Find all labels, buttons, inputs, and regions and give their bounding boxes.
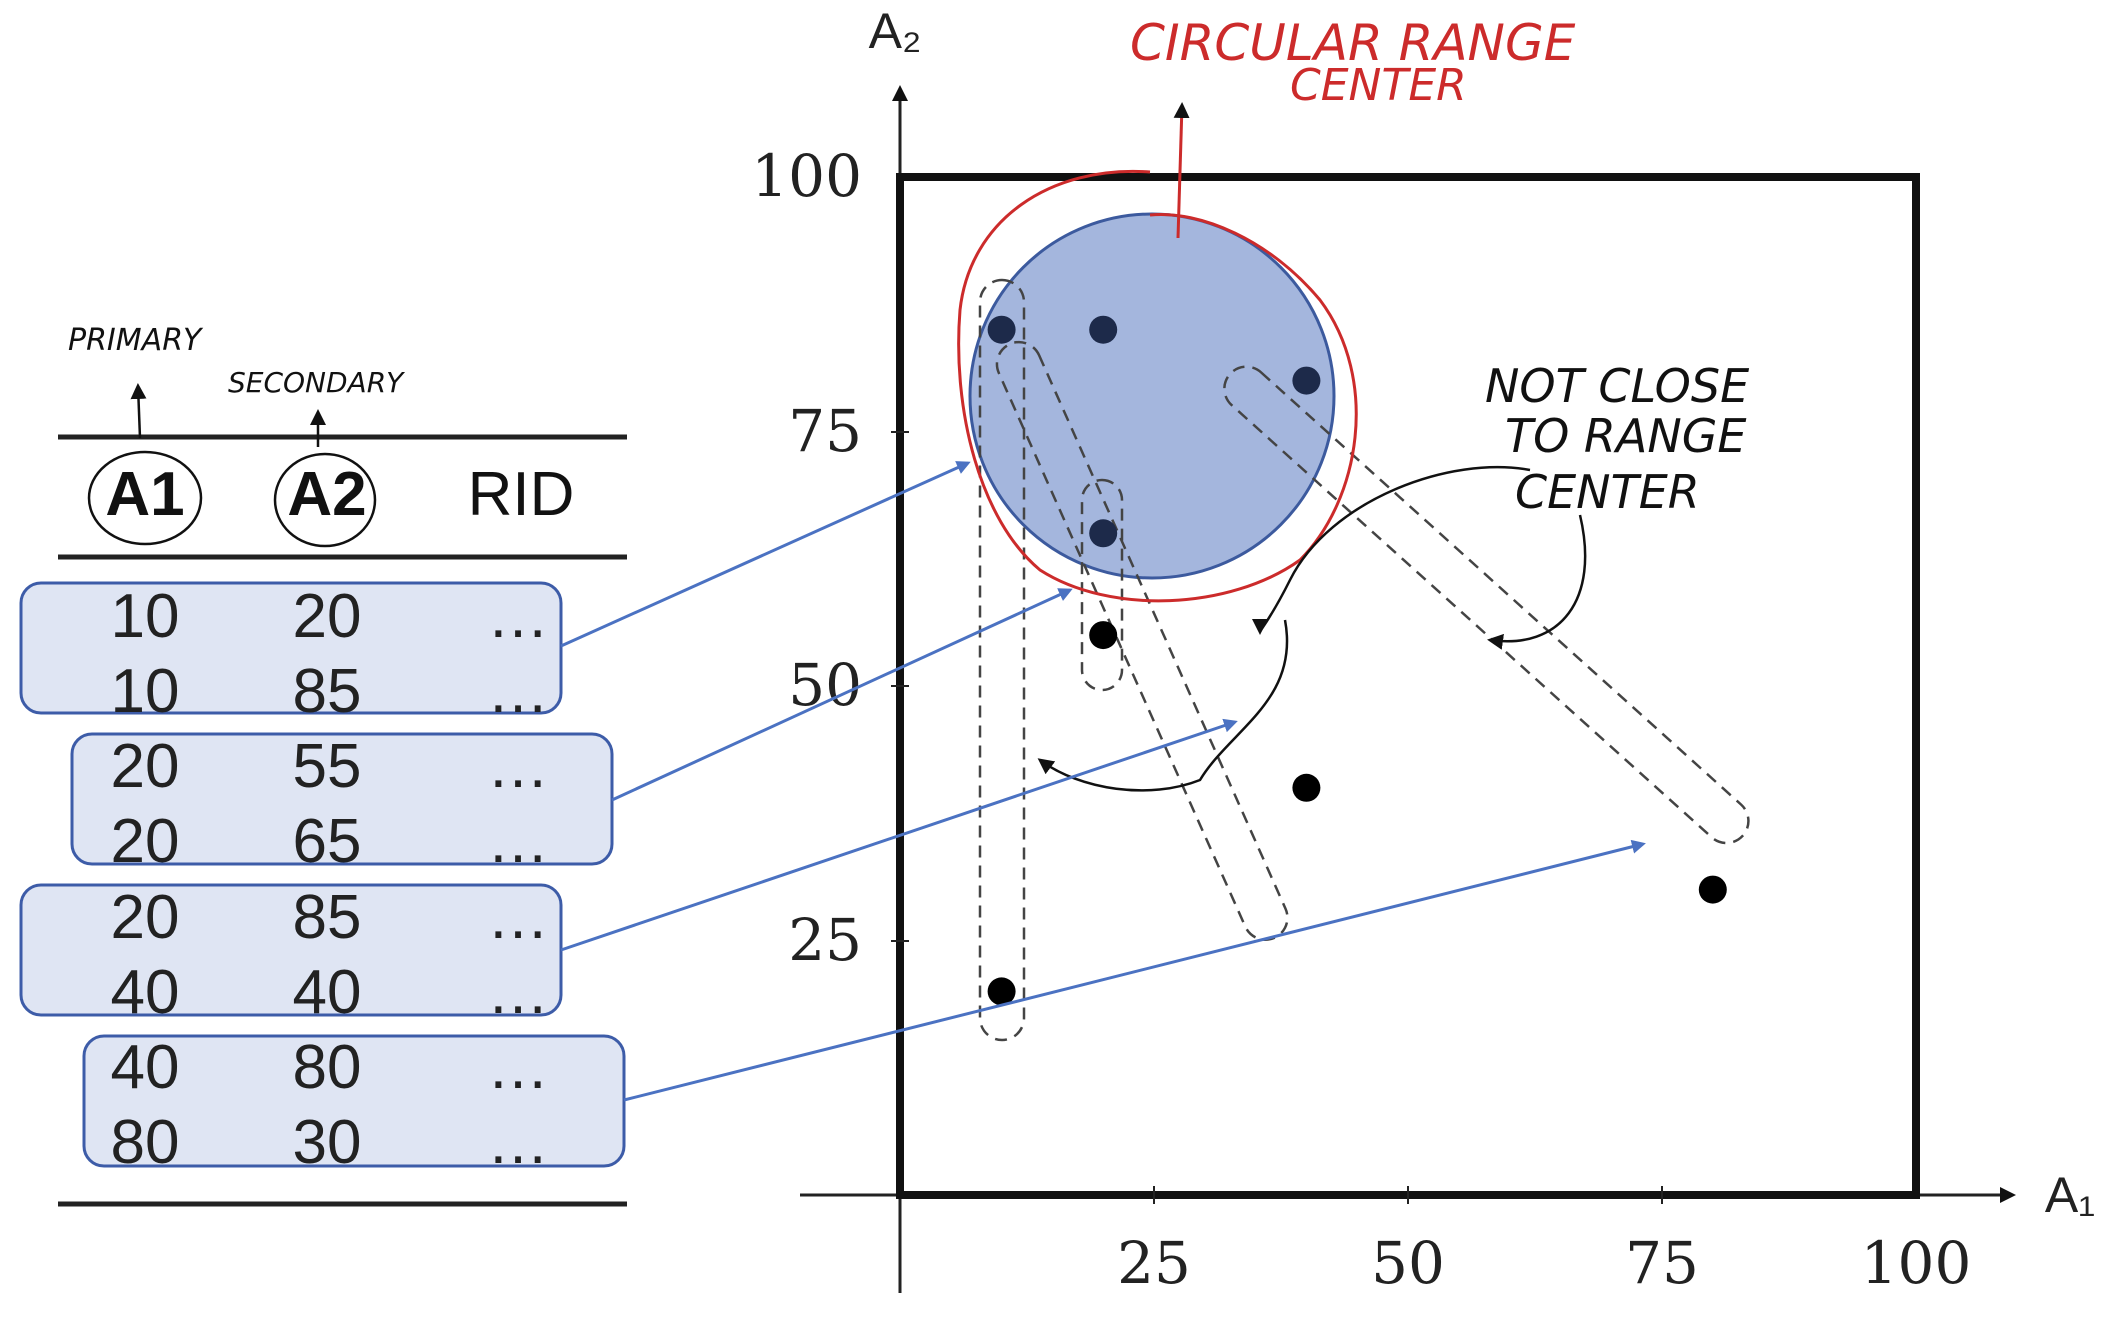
spatial-plot: A₂ A₁ 25 50 75 100 25 50 75 100 [751,3,2095,1297]
leaf-region-diagonal-2 [1223,365,1750,845]
table-cell: 55 [293,732,362,801]
group-4-arrow [623,839,1646,1102]
column-header-a1: A1 [105,460,184,529]
table-cell: 85 [293,883,362,952]
table-cell: 40 [111,1033,180,1102]
table-cell: … [487,958,549,1027]
leaf-region-a1-10 [978,278,1026,1042]
circular-center-label: CENTER [1290,60,1467,111]
data-points [987,315,1727,1006]
x-tick-label: 50 [1371,1229,1445,1297]
y-axis-label: A₂ [869,3,922,59]
table-cell: 20 [111,732,180,801]
not-close-arrow-1 [1252,465,1531,635]
column-header-rid: RID [468,460,575,529]
column-header-a2: A2 [287,460,366,529]
circle-center-annotation: CIRCULAR RANGE CENTER [957,14,1576,603]
table-cell: 10 [111,657,180,726]
primary-key-circle [87,450,203,546]
leaf-region-a1-20 [1080,478,1124,692]
red-scribble-circle [957,169,1358,603]
not-close-annotation: NOT CLOSE TO RANGE CENTER [1037,359,1749,792]
group-pointer-arrows [560,461,1646,1102]
leaf-group-box-1 [19,581,563,715]
red-annotation-arrow [1173,102,1190,239]
not-close-line-2: TO RANGE [1505,409,1746,463]
x-tick-label: 100 [1861,1229,1972,1297]
not-close-arrow-2 [1487,514,1587,650]
table-cell: 20 [111,883,180,952]
secondary-annotation: SECONDARY [228,366,405,399]
index-table: A1 A2 RID PRIMARY SECONDARY 10 20 … 10 8… [19,323,627,1207]
x-tick-label: 25 [1117,1229,1191,1297]
table-cell: … [487,1033,549,1102]
table-cell: 40 [293,958,362,1027]
table-cell: 80 [293,1033,362,1102]
not-close-arrow-3 [1037,619,1289,792]
table-cell: … [487,883,549,952]
leaf-group-box-4 [82,1034,626,1168]
table-cell: … [487,1108,549,1177]
data-point [1089,621,1118,650]
group-1-arrow [560,461,971,648]
table-cell: … [487,807,549,876]
table-cell: 30 [293,1108,362,1177]
data-point [987,315,1016,344]
y-tick-label: 25 [788,906,862,974]
primary-annotation: PRIMARY [68,323,204,358]
primary-annotation-arrow [130,383,147,439]
not-close-line-3: CENTER [1515,465,1700,519]
data-point [1089,315,1118,344]
x-tick-label: 75 [1625,1229,1699,1297]
table-cell: 20 [111,807,180,876]
table-cell: 20 [293,582,362,651]
not-close-line-1: NOT CLOSE [1485,359,1749,413]
secondary-key-circle [273,452,377,548]
data-point [987,977,1016,1006]
x-axis-label: A₁ [2045,1167,2095,1223]
table-cell: 10 [111,582,180,651]
table-cell: … [487,657,549,726]
group-2-arrow [611,588,1073,802]
table-cell: … [487,732,549,801]
table-cell: 80 [111,1108,180,1177]
table-cell: 40 [111,958,180,1027]
y-tick-label: 100 [751,142,862,210]
table-cell: 85 [293,657,362,726]
data-point [1292,773,1321,802]
table-cell: … [487,582,549,651]
group-3-arrow [560,718,1238,952]
y-tick-label: 50 [788,651,862,719]
y-tick-label: 75 [788,397,862,465]
leaf-group-box-3 [19,883,563,1017]
data-point [1698,875,1727,904]
data-point [1292,366,1321,395]
circular-range-label: CIRCULAR RANGE [1130,14,1576,72]
data-point [1089,519,1118,548]
table-cell: 65 [293,807,362,876]
